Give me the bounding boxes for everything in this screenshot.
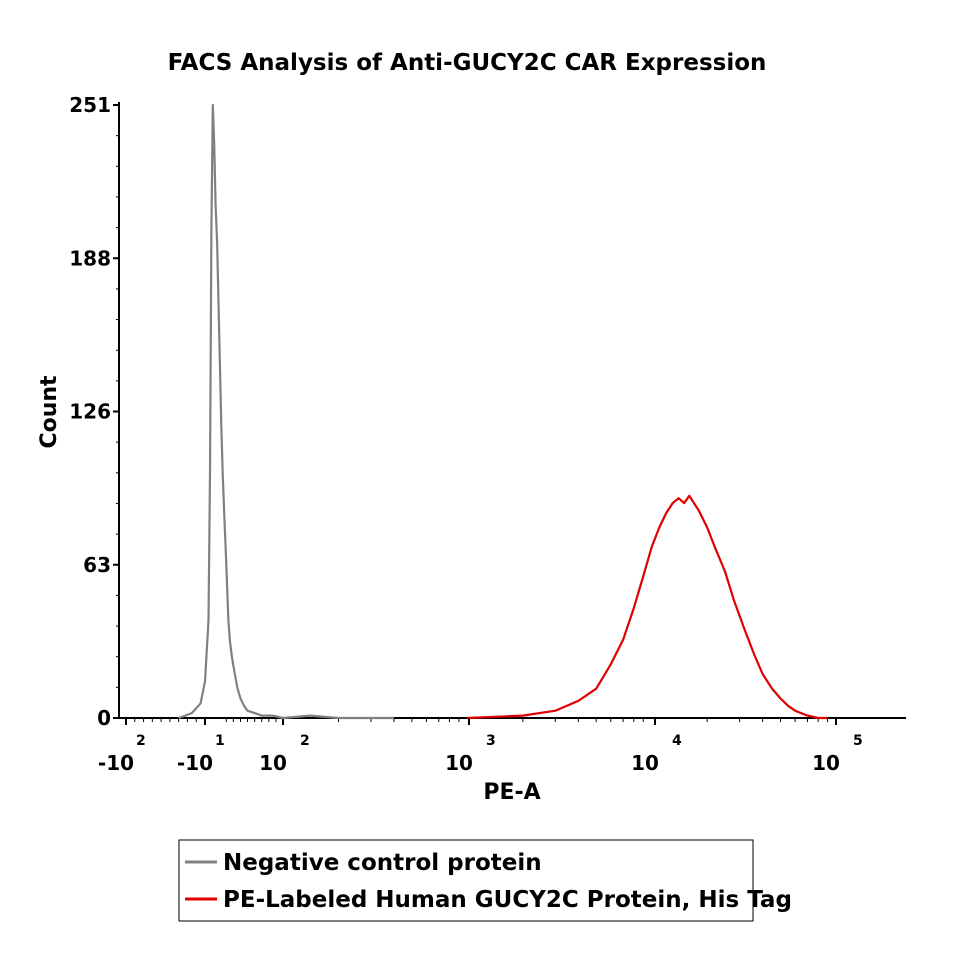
y-tick-label: 0 — [97, 706, 111, 730]
x-tick-exponent-label: 2 — [136, 733, 146, 749]
x-tick-exponent-label: 5 — [853, 733, 863, 749]
y-axis-title: Count — [37, 375, 62, 449]
x-tick-base-label: 10 — [812, 751, 840, 775]
x-tick-base-label: 10 — [631, 751, 659, 775]
y-tick-label: 188 — [69, 246, 111, 270]
chart-title: FACS Analysis of Anti-GUCY2C CAR Express… — [168, 50, 767, 76]
y-tick-label: 63 — [83, 553, 111, 577]
x-tick-exponent-label: 1 — [215, 733, 225, 749]
x-tick-exponent-label: 3 — [486, 733, 496, 749]
legend-item-label: Negative control protein — [223, 850, 542, 876]
y-tick-label: 126 — [69, 400, 111, 424]
x-tick-exponent-label: 4 — [672, 733, 682, 749]
series-line-2 — [467, 494, 828, 720]
x-tick-exponent-label: 2 — [300, 733, 310, 749]
legend-item-label: PE-Labeled Human GUCY2C Protein, His Tag — [223, 887, 792, 913]
legend-box — [178, 839, 754, 922]
legend: Negative control protein PE-Labeled Human… — [178, 839, 792, 922]
x-tick-base-label: -10 — [98, 751, 134, 775]
x-tick-base-label: 10 — [445, 751, 473, 775]
y-tick-label: 251 — [69, 93, 111, 117]
series-line-1 — [178, 103, 394, 720]
x-tick-base-label: -10 — [177, 751, 213, 775]
x-axis-title: PE-A — [483, 780, 540, 805]
x-tick-base-label: 10 — [259, 751, 287, 775]
